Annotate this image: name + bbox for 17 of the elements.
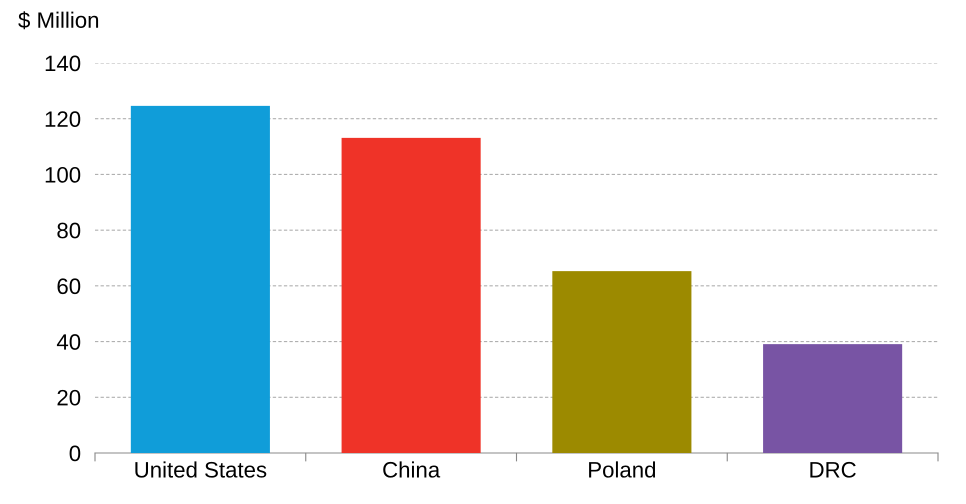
y-tick-label: 40 (56, 334, 80, 350)
x-tick-label: Poland (589, 461, 656, 478)
bar (342, 138, 481, 453)
y-tick-label: 20 (58, 390, 80, 406)
x-tick-label: United States (135, 461, 266, 478)
bar (552, 271, 692, 453)
bar (130, 106, 270, 453)
y-tick-label: 80 (57, 222, 80, 238)
y-axis-title: $ Million (18, 11, 98, 30)
x-tick-label: China (383, 461, 440, 478)
y-tick-label: 60 (58, 278, 80, 294)
y-tick-label: 100 (46, 166, 80, 183)
bar (763, 344, 902, 453)
y-tick-label: 140 (46, 56, 80, 72)
x-tick-label: DRC (810, 462, 856, 478)
y-tick-label: 0 (70, 446, 80, 462)
y-tick-label: 120 (46, 111, 80, 127)
